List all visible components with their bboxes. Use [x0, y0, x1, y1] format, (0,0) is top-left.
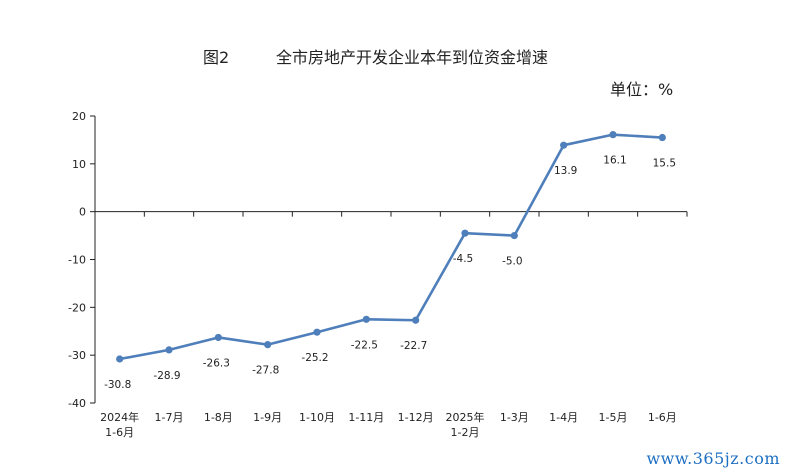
y-tick-label: -20 [68, 301, 86, 314]
x-tick-label: 2024年 [100, 410, 139, 424]
data-point [560, 141, 568, 149]
x-tick-label: 1-6月 [105, 426, 134, 439]
y-tick-label: -40 [68, 397, 86, 410]
data-point [461, 229, 469, 237]
x-tick-label: 1-11月 [348, 411, 384, 424]
x-tick-label: 1-5月 [599, 411, 628, 424]
x-tick-label: 1-3月 [500, 411, 529, 424]
data-label: -26.3 [203, 357, 230, 369]
data-label: -27.8 [252, 365, 279, 377]
x-tick-label: 1-12月 [398, 411, 434, 424]
x-tick-label: 1-2月 [451, 426, 480, 439]
data-point [214, 333, 222, 342]
figure-title: 全市房地产开发企业本年到位资金增速 [276, 48, 549, 67]
figure-label: 图2 [203, 48, 230, 67]
data-label: 15.5 [653, 158, 676, 170]
x-tick-label: 1-10月 [299, 411, 335, 424]
y-tick-label: 10 [72, 158, 86, 171]
x-tick-label: 1-9月 [253, 411, 282, 424]
x-tick-label: 1-6月 [648, 411, 677, 424]
y-tick-label: -30 [68, 349, 86, 362]
data-point [264, 341, 272, 349]
data-label: 13.9 [554, 165, 577, 177]
data-label: -4.5 [453, 253, 474, 265]
x-tick-label: 1-4月 [549, 411, 578, 424]
data-label: -28.9 [153, 370, 180, 382]
data-label: -25.2 [301, 352, 328, 364]
y-tick-label: -10 [68, 254, 86, 267]
x-tick-label: 2025年 [446, 410, 485, 424]
chart-title: 图2 全市房地产开发企业本年到位资金增速 [0, 44, 790, 68]
unit-label: 单位：% [610, 80, 674, 99]
data-point [165, 346, 173, 354]
data-point [313, 328, 321, 336]
data-label: -30.8 [104, 379, 131, 391]
data-point [362, 315, 370, 323]
data-label: -22.5 [351, 339, 378, 351]
data-label: 16.1 [603, 155, 626, 167]
data-point [609, 131, 617, 139]
data-point [116, 355, 124, 363]
x-tick-label: 1-8月 [204, 411, 233, 424]
series-line [119, 133, 663, 361]
data-label: -5.0 [502, 256, 523, 268]
data-point [510, 231, 518, 240]
y-tick-label: 20 [72, 110, 86, 123]
watermark: www.365jz.com [646, 449, 780, 468]
x-tick-label: 1-7月 [155, 411, 184, 424]
data-point [658, 133, 666, 142]
data-point [412, 316, 420, 324]
data-label: -22.7 [400, 340, 427, 352]
y-tick-label: 0 [79, 206, 86, 219]
